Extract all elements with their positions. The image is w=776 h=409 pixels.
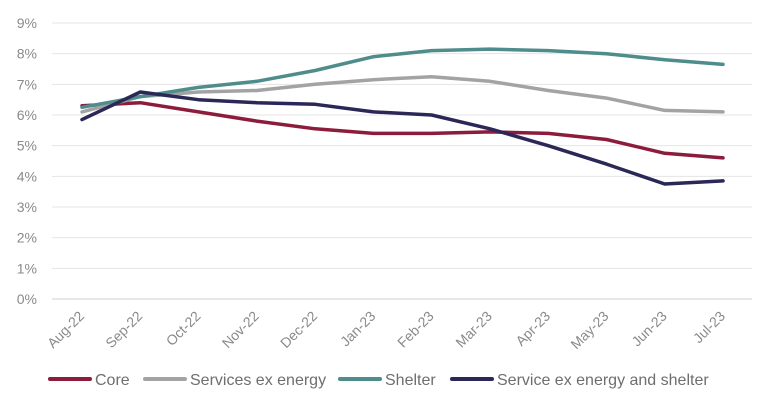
y-axis-ticks: 0% 1% 2% 3% 4% 5% 6% 7% 8% 9% <box>17 15 37 307</box>
y-tick-label: 1% <box>17 260 37 276</box>
x-tick-label: Apr-23 <box>512 308 553 349</box>
y-tick-label: 4% <box>17 168 37 184</box>
y-tick-label: 3% <box>17 199 37 215</box>
x-tick-label: Jan-23 <box>337 308 379 350</box>
x-tick-label: Dec-22 <box>277 308 320 351</box>
y-tick-label: 9% <box>17 15 37 31</box>
series-line-2 <box>80 47 725 110</box>
y-tick-label: 5% <box>17 138 37 154</box>
legend-label-0: Core <box>95 372 130 389</box>
legend: Core Services ex energy Shelter Service ex … <box>48 372 709 389</box>
x-tick-label: Aug-22 <box>44 308 87 351</box>
legend-label-3: Service ex energy and shelter <box>497 372 709 389</box>
y-tick-label: 7% <box>17 76 37 92</box>
x-tick-label: Mar-23 <box>452 308 495 351</box>
x-tick-label: Feb-23 <box>394 308 437 351</box>
x-tick-label: Sep-22 <box>102 308 145 351</box>
x-tick-label: Oct-22 <box>163 308 204 349</box>
series-line-0 <box>80 100 725 160</box>
y-tick-label: 8% <box>17 46 37 62</box>
y-tick-label: 6% <box>17 107 37 123</box>
y-tick-label: 2% <box>17 230 37 246</box>
x-tick-label: May-23 <box>567 308 611 352</box>
series-line-1 <box>80 74 725 114</box>
series-line-3 <box>80 90 725 186</box>
x-axis-ticks: Aug-22 Sep-22 Oct-22 Nov-22 Dec-22 Jan-23 Feb-… <box>44 308 728 352</box>
x-tick-label: Jun-23 <box>628 308 670 350</box>
x-tick-label: Jul-23 <box>690 308 728 346</box>
legend-label-1: Services ex energy <box>190 372 326 389</box>
y-tick-label: 0% <box>17 291 37 307</box>
legend-label-2: Shelter <box>385 372 436 389</box>
series-lines <box>80 47 725 186</box>
x-tick-label: Nov-22 <box>219 308 262 351</box>
gridlines <box>52 22 752 300</box>
